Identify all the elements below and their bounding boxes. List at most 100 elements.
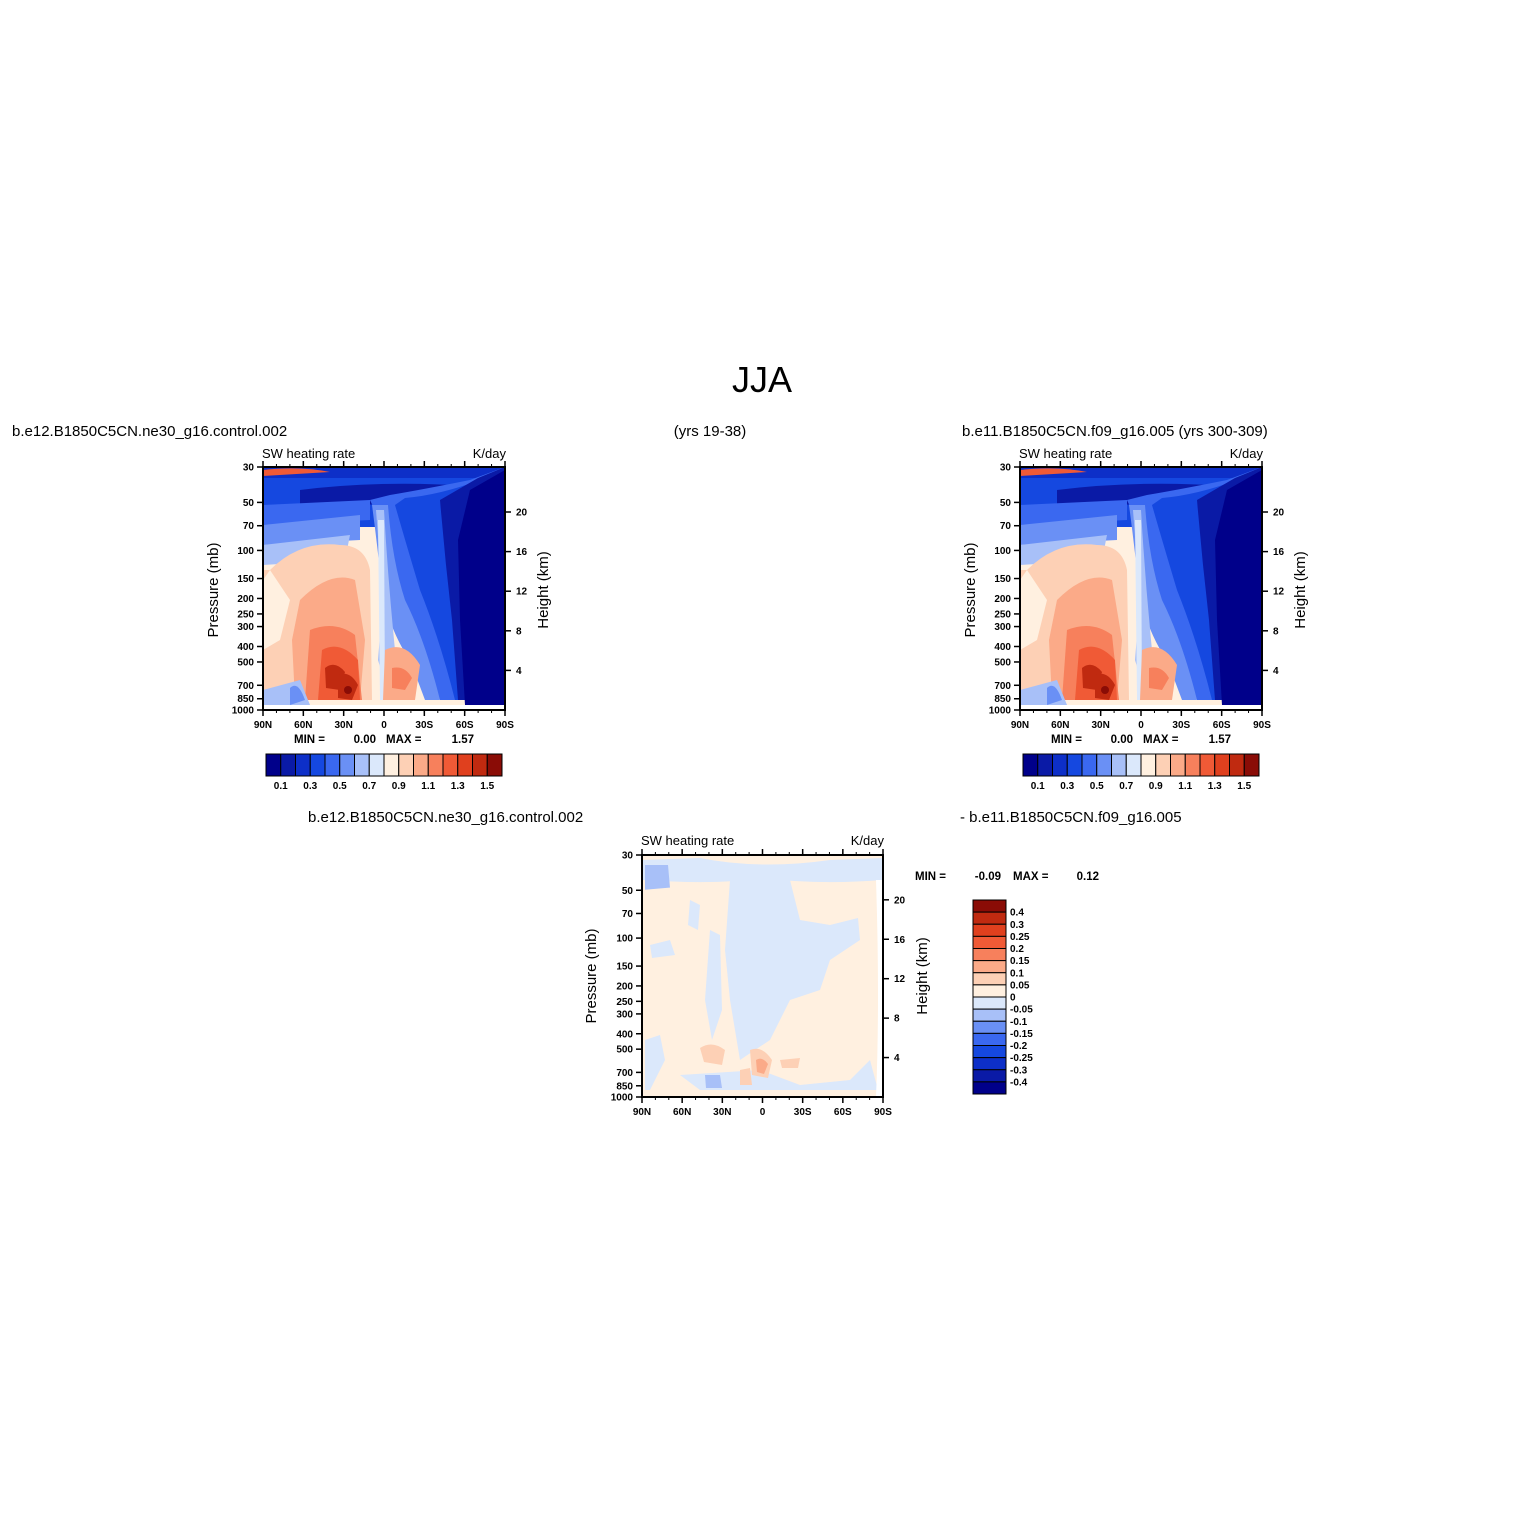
colorbar-swatch — [309, 753, 326, 777]
colorbar-swatch — [1111, 753, 1127, 777]
colorbar-swatch — [972, 1081, 1007, 1095]
y-tick-label: 500 — [237, 657, 254, 668]
colorbar-label: 0.3 — [1060, 781, 1074, 792]
colorbar-swatch — [972, 984, 1007, 998]
y-tick-label: 250 — [237, 609, 254, 620]
colorbar-swatch — [972, 1069, 1007, 1083]
colorbar-swatch — [1184, 753, 1201, 777]
colorbar-label: -0.25 — [1010, 1053, 1033, 1064]
panel-a-ylabel-right: Height (km) — [535, 551, 552, 629]
panel-c-ylabel: Pressure (mb) — [583, 928, 600, 1023]
colorbar-swatch — [427, 753, 444, 777]
x-tick-label: 60S — [1213, 720, 1231, 731]
panel-c-field-title: SW heating rate — [641, 833, 734, 848]
panel-b-min-label: MIN = — [1051, 734, 1082, 746]
y-tick-label: 200 — [237, 594, 254, 605]
panel-a-colorbar: 0.1 0.3 0.5 0.7 0.9 1.1 1.3 1.5 — [265, 753, 503, 792]
panel-c-min-value: -0.09 — [975, 871, 1001, 883]
y-tick-label: 150 — [616, 962, 633, 973]
left-case-label: b.e12.B1850C5CN.ne30_g16.control.002 — [12, 423, 287, 440]
y-tick-label: 70 — [622, 909, 634, 920]
x-tick-label: 60N — [1051, 720, 1069, 731]
colorbar-swatch — [1214, 753, 1230, 777]
y-tick-label: 100 — [237, 546, 254, 557]
colorbar-swatch — [1125, 753, 1142, 777]
y-right-tick-label: 16 — [894, 935, 906, 946]
colorbar-label: 0.7 — [1119, 781, 1133, 792]
x-tick-label: 60N — [673, 1107, 691, 1118]
colorbar-swatch — [413, 753, 429, 777]
y-right-tick-label: 4 — [516, 666, 522, 677]
x-tick-label: 90S — [874, 1107, 892, 1118]
colorbar-swatch — [1037, 753, 1053, 777]
panel-top-right: SW heating rate K/day — [962, 446, 1309, 792]
y-tick-label: 50 — [1000, 498, 1012, 509]
y-right-tick-label: 12 — [1273, 587, 1285, 598]
colorbar-swatch — [972, 911, 1007, 925]
y-tick-label: 70 — [1000, 521, 1012, 532]
y-tick-label: 250 — [994, 609, 1011, 620]
y-tick-label: 850 — [994, 694, 1011, 705]
colorbar-swatch — [972, 1045, 1007, 1059]
y-right-tick-label: 8 — [516, 626, 522, 637]
panel-b-max-label: MAX = — [1143, 734, 1179, 746]
panel-b-contours — [1020, 467, 1262, 710]
y-tick-label: 300 — [616, 1009, 633, 1020]
x-tick-label: 0 — [381, 720, 387, 731]
y-tick-label: 200 — [616, 981, 633, 992]
x-tick-label: 90S — [1253, 720, 1271, 731]
y-tick-label: 400 — [237, 642, 254, 653]
colorbar-swatch — [1081, 753, 1098, 777]
x-tick-label: 30S — [415, 720, 433, 731]
diff-case-a-label: b.e12.B1850C5CN.ne30_g16.control.002 — [308, 809, 583, 826]
colorbar-swatch — [368, 753, 385, 777]
y-tick-label: 30 — [243, 463, 255, 474]
colorbar-swatch — [324, 753, 341, 777]
x-tick-label: 90N — [633, 1107, 651, 1118]
colorbar-swatch — [972, 960, 1007, 974]
colorbar-swatch — [472, 753, 488, 777]
x-tick-label: 90S — [496, 720, 514, 731]
panel-difference: SW heating rate K/day 305070100150200250… — [583, 833, 1099, 1118]
colorbar-label: -0.05 — [1010, 1005, 1033, 1016]
diff-case-b-label: - b.e11.B1850C5CN.f09_g16.005 — [960, 809, 1182, 826]
y-tick-label: 150 — [994, 574, 1011, 585]
y-tick-label: 250 — [616, 997, 633, 1008]
y-tick-label: 200 — [994, 594, 1011, 605]
colorbar-swatch — [1022, 753, 1039, 777]
panel-c-units: K/day — [851, 833, 885, 848]
y-right-tick-label: 20 — [516, 508, 528, 519]
colorbar-label: 0.1 — [1010, 968, 1024, 979]
colorbar-label: 0.15 — [1010, 956, 1030, 967]
colorbar-swatch — [1199, 753, 1216, 777]
colorbar-swatch — [442, 753, 459, 777]
colorbar-swatch — [339, 753, 355, 777]
colorbar-label: 0.3 — [303, 781, 317, 792]
x-tick-label: 30N — [1091, 720, 1109, 731]
y-right-tick-label: 12 — [516, 587, 528, 598]
colorbar-swatch — [265, 753, 282, 777]
colorbar-swatch — [1096, 753, 1112, 777]
colorbar-swatch — [1229, 753, 1245, 777]
colorbar-swatch — [972, 972, 1007, 986]
y-tick-label: 700 — [994, 681, 1011, 692]
x-tick-label: 60S — [834, 1107, 852, 1118]
x-tick-label: 90N — [1011, 720, 1029, 731]
colorbar-swatch — [972, 1020, 1007, 1034]
y-tick-label: 300 — [237, 622, 254, 633]
panel-b-colorbar: 0.1 0.3 0.5 0.7 0.9 1.1 1.3 1.5 — [1022, 753, 1260, 792]
x-tick-label: 90N — [254, 720, 272, 731]
colorbar-swatch — [1066, 753, 1083, 777]
x-tick-label: 60N — [294, 720, 312, 731]
y-right-tick-label: 4 — [1273, 666, 1279, 677]
colorbar-swatch — [972, 1057, 1007, 1071]
colorbar-swatch — [295, 753, 311, 777]
y-tick-label: 150 — [237, 574, 254, 585]
colorbar-label: 0.1 — [1031, 781, 1045, 792]
y-tick-label: 70 — [243, 521, 255, 532]
x-tick-label: 30S — [794, 1107, 812, 1118]
x-tick-label: 0 — [1138, 720, 1144, 731]
x-tick-label: 0 — [760, 1107, 766, 1118]
colorbar-label: -0.2 — [1010, 1041, 1028, 1052]
